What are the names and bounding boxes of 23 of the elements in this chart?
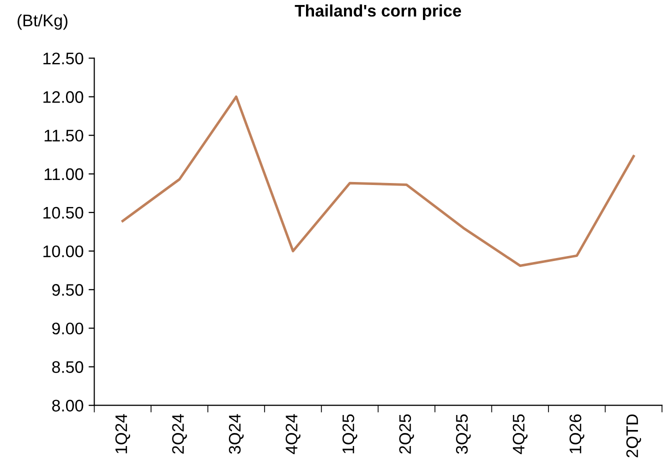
x-tick-label: 2Q24 [172,414,187,454]
y-axis-title: (Bt/Kg) [18,14,68,30]
y-tick-label: 12.50 [43,52,84,64]
y-tick-label: 10.00 [43,245,84,258]
x-tick-label: 2QTD [626,414,642,458]
y-tick-label: 9.00 [52,322,84,334]
x-tick-label: 3Q24 [228,414,244,454]
x-tick-label: 4Q24 [286,414,300,454]
x-tick-label: 4Q25 [512,414,528,454]
x-tick-label: 1Q26 [570,414,584,454]
y-tick-label: 9.50 [52,284,84,296]
chart-title: Thailand's corn price [294,4,462,20]
y-tick-label: 8.00 [52,400,84,412]
y-tick-label: 12.00 [43,91,84,103]
x-tick-label: 1Q25 [342,414,358,454]
x-tick-label: 1Q24 [115,414,130,454]
x-tick-label: 2Q25 [399,414,414,454]
y-tick-label: 10.50 [43,206,84,219]
x-tick-label: 3Q25 [456,414,471,454]
y-tick-label: 8.50 [52,361,84,373]
y-tick-label: 11.50 [44,130,84,142]
line-series [121,96,635,267]
y-tick-label: 11.00 [44,168,84,180]
